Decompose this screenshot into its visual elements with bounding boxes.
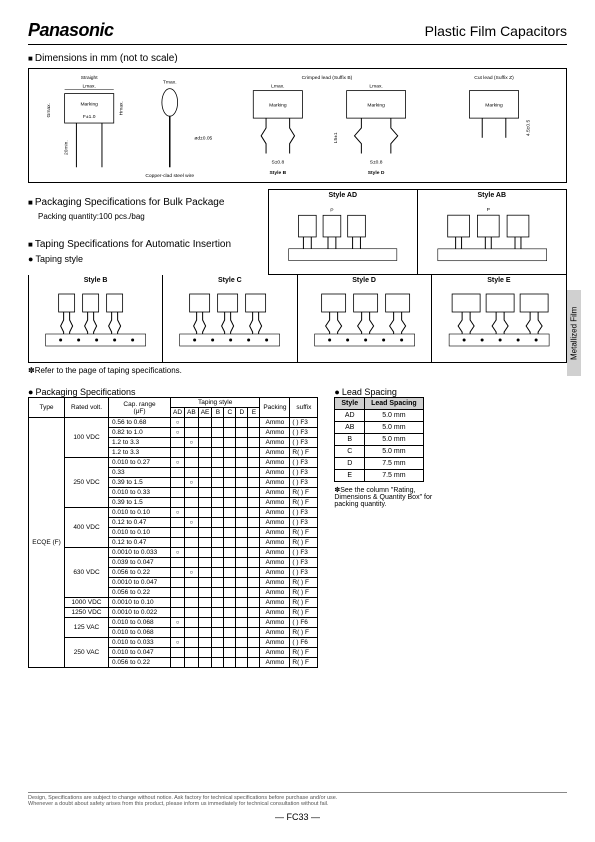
label-lmax3: Lmax. [369,84,382,90]
lead-spacing-note: See the column "Rating, Dimensions & Qua… [334,486,444,508]
label-45: 4.5±0.5 [525,120,531,137]
label-styled: Style D [368,170,385,176]
label-tmax: Tmax. [163,80,177,86]
label-lmax: Lmax. [82,84,95,90]
footer-disclaimer: Design, Specifications are subject to ch… [28,792,567,808]
label-hmax: Hmax. [119,101,125,115]
pack-spec-title: Packaging Specifications [28,387,318,397]
packaging-spec-table: TypeRated volt.Cap. range(μF)Taping styl… [28,397,318,668]
side-tab-metallized: Metallized Film [567,290,581,376]
style-ab-label: Style AB [418,190,567,201]
footer-line1: Design, Specifications are subject to ch… [28,795,337,801]
section-dimensions: Dimensions in mm (not to scale) [28,53,567,64]
lead-spacing-title: Lead Spacing [334,387,444,397]
label-marking: Marking [80,101,98,107]
label-styleb: Style B [270,170,287,176]
page-title: Plastic Film Capacitors [425,23,567,39]
label-f: F±1.0 [83,114,96,120]
label-cut: Cut lead (Suffix Z) [474,75,514,81]
label-marking3: Marking [367,102,385,108]
svg-text:P: P [486,207,490,213]
style-d-cell: Style D [298,275,432,362]
label-gmax: Gmax. [46,103,52,117]
style-ab-cell: Style AB P [418,190,567,274]
pack-table-wrap: Packaging Specifications TypeRated volt.… [28,379,318,668]
style-d-label: Style D [298,275,431,286]
style-b-label: Style B [29,275,162,286]
label-s1: S±0.8 [271,159,284,165]
section-bulk-package: Packaging Specifications for Bulk Packag… [28,197,268,208]
row-packaging-taping: Packaging Specifications for Bulk Packag… [28,189,567,275]
lead-spacing-table: StyleLead SpacingAD5.0 mmAB5.0 mmB5.0 mm… [334,397,423,482]
style-e-cell: Style E [432,275,566,362]
page-footer: Design, Specifications are subject to ch… [28,792,567,822]
label-marking4: Marking [485,102,503,108]
taping-style-label: Taping style [28,254,268,264]
lead-spacing-wrap: Lead Spacing StyleLead SpacingAD5.0 mmAB… [334,379,444,668]
style-c-label: Style C [163,275,296,286]
label-l5: L5±1 [333,132,339,143]
style-ad-label: Style AD [269,190,417,201]
bulk-package-sub: Packing quantity:100 pcs./bag [38,212,268,221]
label-lmax2: Lmax. [271,84,284,90]
label-20min: 20min. [64,140,70,155]
label-marking2: Marking [269,102,287,108]
left-column: Packaging Specifications for Bulk Packag… [28,189,268,275]
style-c-cell: Style C [163,275,297,362]
taping-styles-box: Style B Style C Style D Style E [28,275,567,363]
label-wire: Copper-clad steel wire [145,173,194,179]
style-b-cell: Style B [29,275,163,362]
label-s2: S±0.8 [370,159,383,165]
brand-logo: Panasonic [28,20,114,41]
label-straight: Straight [81,75,99,81]
page-header: Panasonic Plastic Film Capacitors [28,20,567,45]
tables-row: Packaging Specifications TypeRated volt.… [28,379,567,668]
section-taping: Taping Specifications for Automatic Inse… [28,239,268,250]
bulk-styles-box: Style AD P Style AB P [268,189,567,275]
label-diameter: ød±0.05 [194,136,212,142]
page-number: — FC33 — [28,812,567,822]
taping-note: Refer to the page of taping specificatio… [28,366,567,375]
label-crimped: Crimped lead (Suffix B) [302,75,353,81]
svg-text:P: P [330,207,334,213]
style-e-label: Style E [432,275,566,286]
footer-line2: Whenever a doubt about safety arises fro… [28,801,329,807]
style-ad-cell: Style AD P [269,190,418,274]
dimensions-diagram-box: Straight Lmax. Marking F±1.0 Gmax. Hmax.… [28,68,567,183]
